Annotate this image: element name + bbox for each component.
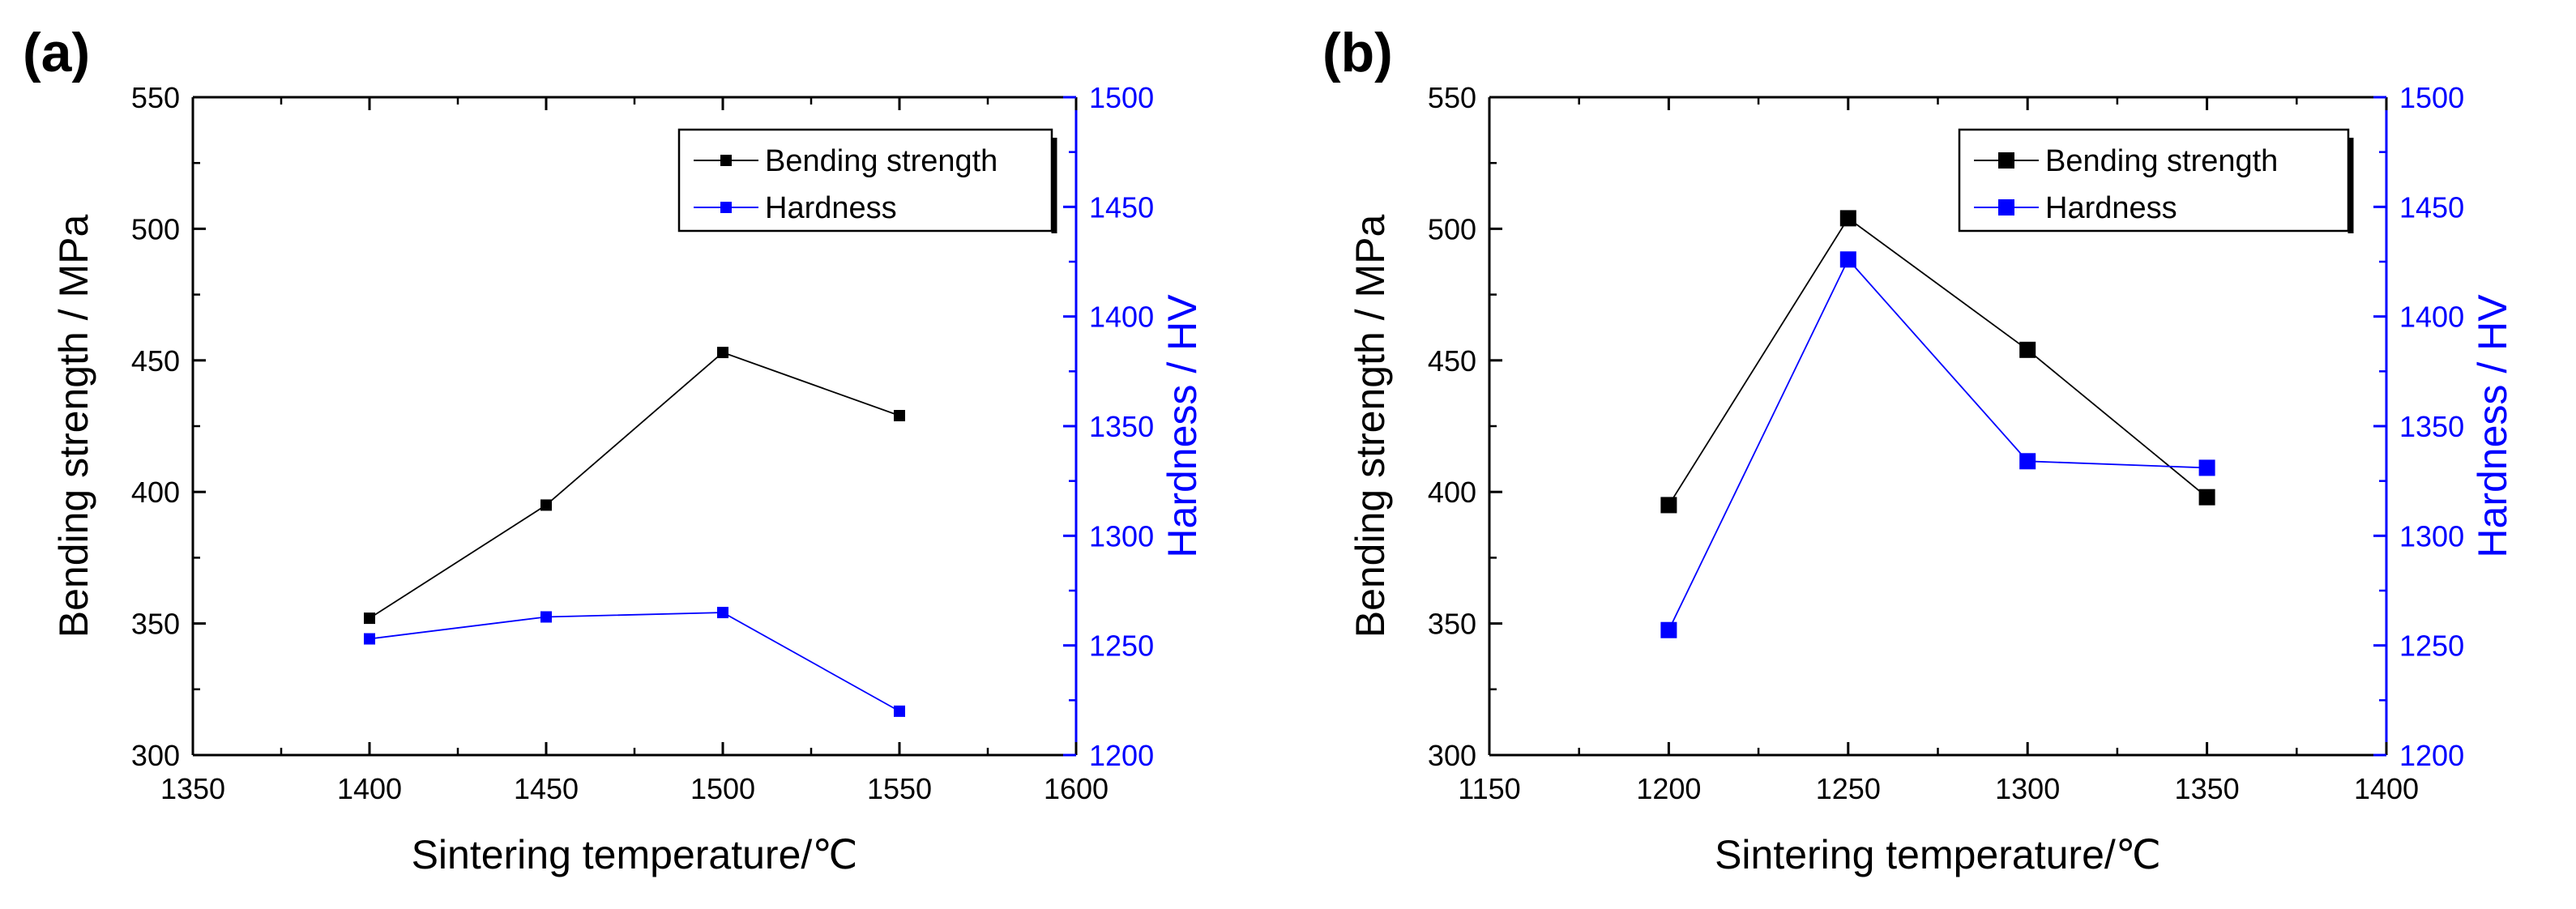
y-tick-label: 400 [1428,476,1476,509]
panel-label: (b) [1322,22,1393,83]
data-point-bending-strength [364,612,375,625]
legend-marker [1998,199,2014,216]
y-tick-label: 300 [131,739,180,772]
y-tick-label: 400 [131,476,180,509]
y-tick-label: 300 [1428,739,1476,772]
data-point-bending-strength [1839,210,1856,227]
legend: Bending strength Hardness [677,128,1057,233]
legend-label: Hardness [765,191,897,225]
y2-tick-label: 1250 [1089,629,1154,663]
y-axis-title: Bending strength / MPa [51,215,96,638]
data-point-hardness [540,611,552,623]
y2-tick-label: 1200 [1089,739,1154,772]
chart-panel-a: (a) 1350 1400 1450 1500 1550 1600 300 350 400 450 5… [23,22,1205,877]
y-tick-label: 550 [1428,81,1476,114]
data-point-bending-strength [717,347,728,359]
data-point-hardness [364,633,375,645]
y-tick-label: 500 [131,212,180,245]
chart-panel-b: (b) 1150 1200 1250 1300 1350 1400 300 350 400 450 5… [1322,22,2515,877]
y2-tick-label: 1300 [1089,519,1154,553]
data-point-bending-strength [2198,489,2215,506]
y2-tick-label: 1400 [1089,301,1154,334]
y2-tick-label: 1500 [2399,81,2464,114]
y-tick-label: 350 [131,608,180,641]
y2-tick-label: 1300 [2399,519,2464,553]
y2-tick-label: 1500 [1089,81,1154,114]
data-point-hardness [2198,459,2215,476]
x-tick-label: 1150 [1458,772,1520,805]
data-point-hardness [2019,453,2036,470]
y2-tick-label: 1250 [2399,629,2464,663]
x-tick-label: 1350 [2175,772,2240,805]
legend-marker [720,202,732,213]
series-line-bending-strength [1668,217,2208,506]
y-tick-label: 500 [1428,212,1476,245]
y2-tick-label: 1350 [1089,410,1154,443]
x-axis-title: Sintering temperature/℃ [1715,832,2161,877]
legend-label: Bending strength [765,144,998,178]
x-tick-label: 1600 [1044,772,1109,805]
data-point-bending-strength [2019,341,2036,358]
legend: Bending strength Hardness [1958,128,2354,233]
y-tick-label: 450 [1428,344,1476,378]
series-line-hardness [1668,258,2207,631]
x-axis-title: Sintering temperature/℃ [412,832,858,877]
data-point-bending-strength [540,499,552,511]
x-tick-label: 1250 [1816,772,1881,805]
y-axis-title: Bending strength / MPa [1348,215,1393,638]
panel-label: (a) [23,22,90,83]
x-tick-label: 1450 [514,772,579,805]
y-tick-label: 350 [1428,608,1476,641]
data-point-bending-strength [1660,497,1677,514]
y2-tick-label: 1450 [1089,190,1154,224]
legend-box [677,128,1053,233]
x-tick-label: 1200 [1636,772,1701,805]
legend-label: Hardness [2045,191,2177,225]
y2-axis-title: Hardness / HV [1160,294,1205,558]
y-tick-label: 550 [131,81,180,114]
x-tick-label: 1400 [2354,772,2419,805]
data-point-hardness [717,607,728,619]
legend-marker [720,155,732,166]
data-point-hardness [1660,621,1677,638]
y2-axis-title: Hardness / HV [2470,294,2515,558]
legend-marker [1998,152,2014,169]
data-point-bending-strength [894,410,905,422]
x-tick-label: 1350 [160,772,225,805]
x-tick-label: 1500 [690,772,755,805]
x-tick-label: 1300 [1995,772,2060,805]
legend-label: Bending strength [2045,144,2278,178]
series-line-hardness [369,612,900,712]
y2-tick-label: 1450 [2399,190,2464,224]
y2-tick-label: 1200 [2399,739,2464,772]
series-line-bending-strength [369,352,900,619]
y2-tick-label: 1400 [2399,301,2464,334]
y2-tick-label: 1350 [2399,410,2464,443]
data-point-hardness [894,705,905,717]
y-tick-label: 450 [131,344,180,378]
data-point-hardness [1839,251,1856,268]
x-tick-label: 1550 [867,772,932,805]
x-tick-label: 1400 [337,772,402,805]
